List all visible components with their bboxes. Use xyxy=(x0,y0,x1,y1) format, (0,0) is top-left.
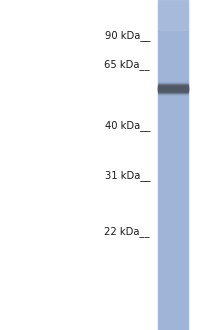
Bar xyxy=(158,94,188,95)
Bar xyxy=(158,84,188,85)
Bar xyxy=(158,82,188,83)
Bar xyxy=(158,92,188,93)
Bar xyxy=(158,0,188,330)
Bar xyxy=(158,87,188,88)
Bar xyxy=(158,82,188,83)
Bar xyxy=(158,88,188,89)
Bar xyxy=(158,92,188,93)
Text: 90 kDa__: 90 kDa__ xyxy=(105,31,150,42)
Text: 31 kDa__: 31 kDa__ xyxy=(105,171,150,182)
Bar xyxy=(158,84,188,85)
Bar xyxy=(158,85,188,86)
Bar xyxy=(158,89,188,90)
Bar xyxy=(158,89,188,90)
Bar xyxy=(158,87,188,88)
Bar xyxy=(158,90,188,91)
Bar xyxy=(158,88,188,89)
Bar xyxy=(158,85,188,86)
Bar xyxy=(158,86,188,87)
Text: 22 kDa__: 22 kDa__ xyxy=(104,227,150,238)
Text: 65 kDa__: 65 kDa__ xyxy=(104,59,150,70)
Bar xyxy=(158,83,188,84)
Bar xyxy=(158,0,188,30)
Bar xyxy=(158,91,188,92)
Bar xyxy=(158,83,188,84)
Bar xyxy=(158,93,188,94)
Text: 40 kDa__: 40 kDa__ xyxy=(105,120,150,131)
Bar xyxy=(158,93,188,94)
Bar xyxy=(158,90,188,91)
Bar xyxy=(158,91,188,92)
Bar xyxy=(158,86,188,87)
